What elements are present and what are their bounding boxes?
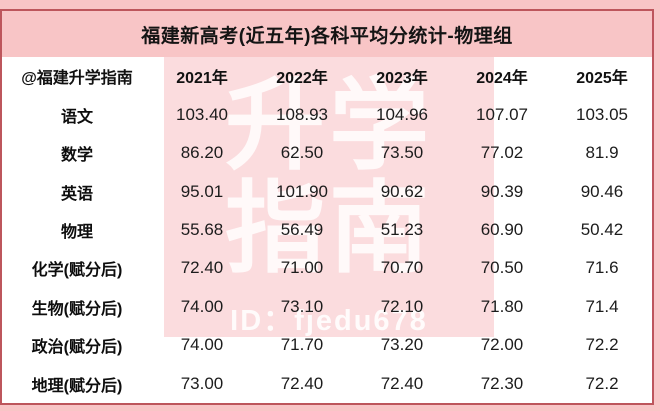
score-card: 升学 指南 ID：fjedu678 福建新高考(近五年)各科平均分统计-物理组 … xyxy=(0,9,654,405)
score-cell: 62.50 xyxy=(280,143,324,163)
score-cell: 72.40 xyxy=(180,258,224,278)
table-row-chemistry: 化学(赋分后) 72.40 71.00 70.70 70.50 71.6 xyxy=(2,249,652,287)
score-cell: 55.68 xyxy=(180,219,224,239)
score-cell: 51.23 xyxy=(380,219,424,239)
score-cell: 103.40 xyxy=(176,104,228,124)
year-header-2021: 2021年 xyxy=(176,70,228,88)
score-cell: 72.10 xyxy=(380,296,424,316)
score-cell: 56.49 xyxy=(280,219,324,239)
score-cell: 72.2 xyxy=(585,335,619,355)
year-header-2025: 2025年 xyxy=(576,70,628,88)
table-header-row: @福建升学指南 2021年 2022年 2023年 2024年 2025年 xyxy=(2,57,652,95)
table-row-math: 数学 86.20 62.50 73.50 77.02 81.9 xyxy=(2,134,652,172)
year-header-2022: 2022年 xyxy=(276,70,328,88)
score-cell: 50.42 xyxy=(580,219,624,239)
table-row-chinese: 语文 103.40 108.93 104.96 107.07 103.05 xyxy=(2,95,652,133)
subject-label: 地理(赋分后) xyxy=(31,377,123,395)
score-cell: 70.70 xyxy=(380,258,424,278)
score-cell: 107.07 xyxy=(476,104,528,124)
score-cell: 71.70 xyxy=(280,335,324,355)
watermark-text-line2: 指南 xyxy=(225,173,433,285)
table-row-physics: 物理 55.68 56.49 51.23 60.90 50.42 xyxy=(2,211,652,249)
score-cell: 90.46 xyxy=(580,181,624,201)
score-table: @福建升学指南 2021年 2022年 2023年 2024年 2025年 语文… xyxy=(2,57,652,403)
watermark-id: ID：fjedu678 xyxy=(230,305,428,337)
score-cell: 73.10 xyxy=(280,296,324,316)
score-cell: 70.50 xyxy=(480,258,524,278)
score-cell: 72.00 xyxy=(480,335,524,355)
score-cell: 73.50 xyxy=(380,143,424,163)
score-cell: 72.40 xyxy=(380,373,424,393)
score-cell: 71.6 xyxy=(585,258,619,278)
subject-label: 英语 xyxy=(60,185,93,203)
score-cell: 71.80 xyxy=(480,296,524,316)
score-cell: 71.00 xyxy=(280,258,324,278)
score-cell: 72.30 xyxy=(480,373,524,393)
score-cell: 72.2 xyxy=(585,373,619,393)
score-cell: 60.90 xyxy=(480,219,524,239)
score-cell: 108.93 xyxy=(276,104,328,124)
source-label: @福建升学指南 xyxy=(21,70,133,88)
watermark-band: 升学 指南 ID：fjedu678 xyxy=(164,57,494,337)
score-cell: 104.96 xyxy=(376,104,428,124)
table-row-biology: 生物(赋分后) 74.00 73.10 72.10 71.80 71.4 xyxy=(2,288,652,326)
score-cell: 81.9 xyxy=(585,143,619,163)
subject-label: 语文 xyxy=(60,108,93,126)
score-cell: 101.90 xyxy=(276,181,328,201)
score-cell: 73.00 xyxy=(180,373,224,393)
subject-label: 物理 xyxy=(60,223,93,241)
table-row-geography: 地理(赋分后) 73.00 72.40 72.40 72.30 72.2 xyxy=(2,365,652,403)
score-cell: 90.39 xyxy=(480,181,524,201)
score-cell: 72.40 xyxy=(280,373,324,393)
score-cell: 90.62 xyxy=(380,181,424,201)
score-cell: 86.20 xyxy=(180,143,224,163)
year-header-2024: 2024年 xyxy=(476,70,528,88)
score-cell: 74.00 xyxy=(180,335,224,355)
year-header-2023: 2023年 xyxy=(376,70,428,88)
score-cell: 74.00 xyxy=(180,296,224,316)
subject-label: 化学(赋分后) xyxy=(31,262,123,280)
table-row-english: 英语 95.01 101.90 90.62 90.39 90.46 xyxy=(2,172,652,210)
score-cell: 73.20 xyxy=(380,335,424,355)
page-title: 福建新高考(近五年)各科平均分统计-物理组 xyxy=(2,11,652,57)
score-cell: 103.05 xyxy=(576,104,628,124)
score-cell: 77.02 xyxy=(480,143,524,163)
score-cell: 71.4 xyxy=(585,296,619,316)
subject-label: 生物(赋分后) xyxy=(31,300,123,318)
score-cell: 95.01 xyxy=(180,181,224,201)
table-row-politics: 政治(赋分后) 74.00 71.70 73.20 72.00 72.2 xyxy=(2,326,652,364)
subject-label: 政治(赋分后) xyxy=(31,339,123,357)
watermark-text-line1: 升学 xyxy=(225,70,433,182)
subject-label: 数学 xyxy=(60,147,93,165)
